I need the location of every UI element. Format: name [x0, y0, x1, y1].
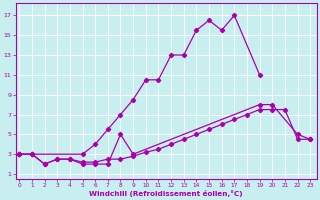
X-axis label: Windchill (Refroidissement éolien,°C): Windchill (Refroidissement éolien,°C)	[89, 190, 243, 197]
